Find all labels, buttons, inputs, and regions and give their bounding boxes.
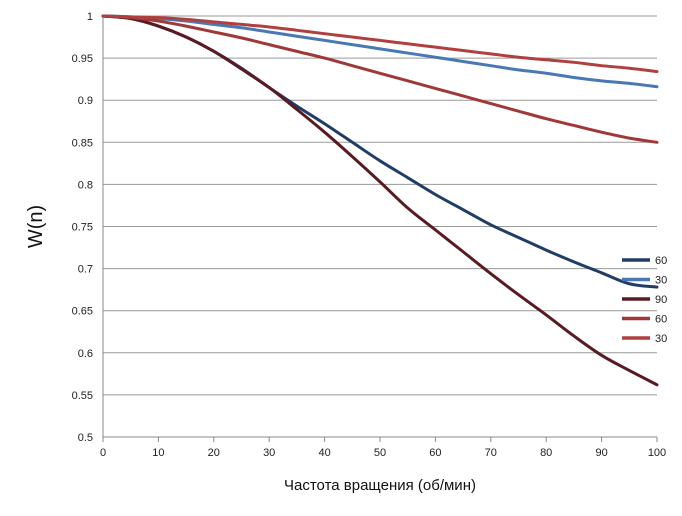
x-axis-title: Частота вращения (об/мин) — [284, 477, 476, 494]
gridlines — [103, 15, 657, 438]
y-tick-label: 0.8 — [78, 179, 93, 191]
legend-label-0: 60 — [655, 255, 667, 267]
legend-label-2: 90 — [655, 294, 667, 306]
y-tick-label: 0.55 — [72, 390, 93, 402]
y-tick-label: 0.75 — [72, 222, 93, 234]
y-tick-label: 0.6 — [78, 348, 93, 360]
x-tick-label: 90 — [595, 447, 607, 459]
series-line-3 — [101, 14, 659, 144]
y-tick-label: 0.5 — [78, 432, 93, 444]
y-tick-label: 0.7 — [78, 264, 93, 276]
series-line-1 — [101, 14, 659, 89]
series-line-0 — [101, 14, 659, 289]
y-tick-label: 0.9 — [78, 95, 93, 107]
y-tick-label: 0.85 — [72, 137, 93, 149]
x-tick-label: 30 — [263, 447, 275, 459]
y-axis-title: W(n) — [25, 205, 47, 248]
x-tick-label: 40 — [318, 447, 330, 459]
y-tick-label: 0.65 — [72, 306, 93, 318]
legend-label-3: 60 — [655, 314, 667, 326]
x-tick-label: 10 — [152, 447, 164, 459]
legend: 60 30 90 60 30 — [622, 255, 667, 345]
x-tick-label: 60 — [429, 447, 441, 459]
x-tick-label: 50 — [374, 447, 386, 459]
x-tick-label: 0 — [100, 447, 106, 459]
series-lines — [101, 14, 659, 387]
x-tick-label: 100 — [648, 447, 666, 459]
x-tick-label: 70 — [485, 447, 497, 459]
x-tick-label: 80 — [540, 447, 552, 459]
series-line-4 — [101, 14, 659, 74]
x-tick-label: 20 — [208, 447, 220, 459]
y-tick-label: 0.95 — [72, 53, 93, 65]
y-tick-label: 1 — [87, 11, 93, 23]
series-line-2 — [101, 14, 659, 387]
legend-label-4: 30 — [655, 333, 667, 345]
legend-label-1: 30 — [655, 275, 667, 287]
